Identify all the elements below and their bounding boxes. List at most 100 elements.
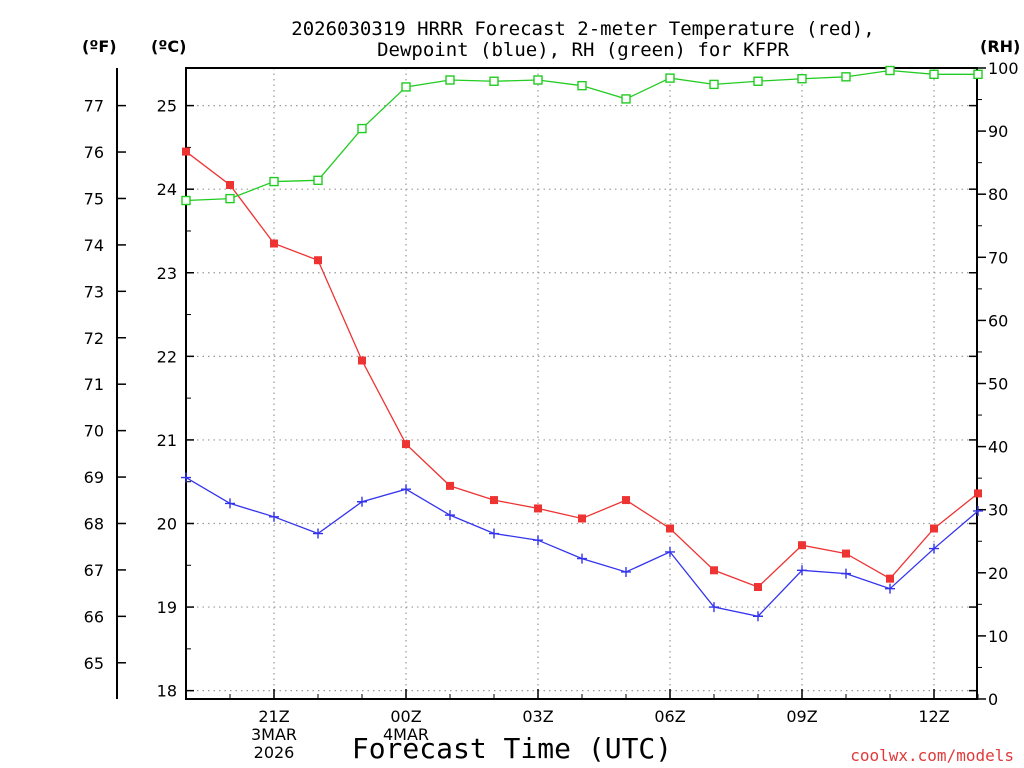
dewpoint-point xyxy=(621,566,631,577)
rh-tick-label: 90 xyxy=(988,122,1008,141)
temperature-point xyxy=(842,549,850,558)
dewpoint-point xyxy=(357,496,367,507)
fahrenheit-tick-label: 65 xyxy=(84,654,104,673)
dewpoint-point xyxy=(753,611,763,622)
rh-point xyxy=(973,69,983,80)
celsius-tick-label: 23 xyxy=(157,264,177,283)
rh-tick-label: 20 xyxy=(988,564,1008,583)
rh-point xyxy=(401,82,411,92)
watermark: coolwx.com/models xyxy=(850,746,1014,765)
celsius-tick-label: 22 xyxy=(157,347,177,366)
celsius-axis-label: (ºC) xyxy=(151,37,186,56)
x-tick-label: 06Z xyxy=(654,707,685,726)
temperature-point xyxy=(886,574,894,583)
fahrenheit-tick-label: 71 xyxy=(84,375,104,394)
fahrenheit-tick-label: 69 xyxy=(84,468,104,487)
temperature-point xyxy=(974,489,982,498)
dewpoint-point xyxy=(225,498,235,509)
rh-tick-label: 40 xyxy=(988,438,1008,457)
dewpoint-point xyxy=(269,511,279,522)
rh-point xyxy=(621,94,631,104)
fahrenheit-tick-label: 75 xyxy=(84,189,104,208)
rh-tick-label: 100 xyxy=(988,59,1019,78)
rh-tick-label: 80 xyxy=(988,185,1008,204)
rh-point xyxy=(445,75,455,85)
rh-tick-label: 60 xyxy=(988,311,1008,330)
celsius-tick-label: 18 xyxy=(157,682,177,701)
rh-point xyxy=(357,123,367,134)
rh-point xyxy=(929,69,939,80)
celsius-tick-label: 24 xyxy=(157,180,177,199)
x-tick-label: 09Z xyxy=(786,707,817,726)
dewpoint-point xyxy=(489,528,499,539)
rh-point xyxy=(709,79,719,90)
x-tick-label: 21Z xyxy=(258,707,289,726)
temperature-point xyxy=(358,356,366,365)
rh-point xyxy=(841,72,851,82)
chart-title-line1: 2026030319 HRRR Forecast 2-meter Tempera… xyxy=(291,18,874,40)
fahrenheit-tick-label: 73 xyxy=(84,282,104,301)
fahrenheit-tick-label: 68 xyxy=(84,514,104,533)
temperature-point xyxy=(270,239,278,248)
x-tick-label: 4MAR xyxy=(383,725,429,744)
temperature-point xyxy=(534,504,542,513)
fahrenheit-tick-label: 70 xyxy=(84,422,104,441)
rh-point xyxy=(313,175,323,186)
fahrenheit-axis-label: (ºF) xyxy=(82,37,117,56)
fahrenheit-tick-label: 66 xyxy=(84,607,104,626)
dewpoint-point xyxy=(973,505,983,516)
temperature-point xyxy=(314,256,322,265)
rh-axis-label: (RH) xyxy=(980,37,1020,56)
grid xyxy=(186,68,977,699)
x-tick-label: 03Z xyxy=(522,707,553,726)
rh-tick-label: 50 xyxy=(988,375,1008,394)
rh-point xyxy=(885,65,895,76)
rh-point xyxy=(269,176,279,187)
temperature-point xyxy=(798,541,806,550)
dewpoint-point xyxy=(885,583,895,594)
fahrenheit-tick-label: 77 xyxy=(84,97,104,116)
temperature-point xyxy=(930,524,938,533)
dewpoint-line xyxy=(185,476,979,617)
temperature-point xyxy=(622,496,630,505)
celsius-tick-label: 25 xyxy=(157,97,177,116)
temperature-point xyxy=(710,566,718,575)
rh-point xyxy=(665,73,675,83)
rh-point xyxy=(181,195,191,206)
chart-title-line2: Dewpoint (blue), RH (green) for KFPR xyxy=(377,39,789,61)
rh-point xyxy=(797,74,807,84)
dewpoint-point xyxy=(797,565,807,576)
temperature-point xyxy=(226,181,234,190)
rh-tick-label: 0 xyxy=(988,690,998,709)
dewpoint-point xyxy=(533,535,543,546)
fahrenheit-tick-label: 74 xyxy=(84,236,104,255)
dewpoint-point xyxy=(313,528,323,539)
dewpoint-point xyxy=(401,484,411,495)
fahrenheit-tick-label: 72 xyxy=(84,329,104,348)
temperature-point xyxy=(490,496,498,505)
x-tick-label: 12Z xyxy=(918,707,949,726)
rh-point xyxy=(225,193,235,204)
x-tick-label: 3MAR xyxy=(251,725,297,744)
temperature-point xyxy=(402,440,410,449)
fahrenheit-tick-label: 67 xyxy=(84,561,104,580)
rh-tick-label: 30 xyxy=(988,501,1008,520)
dewpoint-point xyxy=(577,553,587,564)
celsius-tick-label: 21 xyxy=(157,431,177,450)
dewpoint-point xyxy=(929,543,939,554)
temperature-point xyxy=(446,481,454,490)
dewpoint-point xyxy=(709,602,719,613)
temperature-point xyxy=(754,583,762,592)
dewpoint-point xyxy=(665,546,675,557)
temperature-point xyxy=(666,524,674,533)
rh-point xyxy=(489,76,499,86)
axes: 18 19 20 21 22 23 24 25 65 66 67 68 69 70 71 72 73 74 75 76… xyxy=(84,59,1019,762)
rh-point xyxy=(753,76,763,86)
celsius-tick-label: 20 xyxy=(157,514,177,533)
fahrenheit-tick-label: 76 xyxy=(84,143,104,162)
x-tick-label: 00Z xyxy=(390,707,421,726)
dewpoint-point xyxy=(181,472,191,483)
temperature-point xyxy=(182,147,190,156)
rh-point xyxy=(577,80,587,91)
